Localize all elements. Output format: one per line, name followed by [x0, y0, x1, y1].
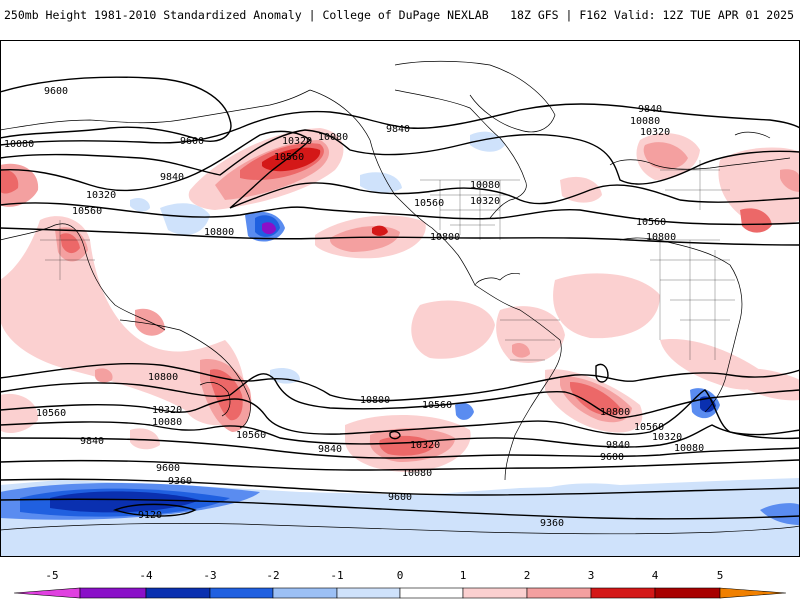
contour-label: 10080	[318, 132, 348, 143]
contour-label: 10800	[646, 232, 676, 243]
model-valid-time: 18Z GFS | F162 Valid: 12Z TUE APR 01 202…	[510, 8, 794, 22]
contour-label: 10320	[640, 127, 670, 138]
contour-label: 9600	[44, 86, 68, 97]
contour-label: 10080	[630, 116, 660, 127]
contour-label: 10080	[4, 139, 34, 150]
contour-label: 9840	[386, 124, 410, 135]
negative-anomaly-shading	[0, 131, 800, 557]
colorbar-tick: -1	[330, 569, 343, 582]
contour-label: 9600	[600, 452, 624, 463]
contour-label: 9600	[156, 463, 180, 474]
colorbar-tick: -2	[266, 569, 279, 582]
colorbar-bin	[526, 587, 592, 599]
contour-label: 10320	[152, 405, 182, 416]
contour-label: 10320	[470, 196, 500, 207]
colorbar-bin	[13, 587, 81, 599]
colorbar-bin	[399, 587, 464, 599]
contour-label: 10320	[282, 136, 312, 147]
contour-label: 10560	[72, 206, 102, 217]
colorbar-bin	[79, 587, 147, 599]
contour-label: 10320	[86, 190, 116, 201]
contour-label: 10800	[360, 395, 390, 406]
contour-label: 10560	[36, 408, 66, 419]
contour-label: 10800	[600, 407, 630, 418]
colorbar: -5 -4 -3 -2 -1 0 1 2 3 4 5	[13, 569, 787, 599]
colorbar-tick: -4	[139, 569, 153, 582]
world-map: 9600 9600 9840 9840 9840 10080 10080 100…	[0, 40, 800, 557]
colorbar-tick: 4	[652, 569, 659, 582]
colorbar-bin	[272, 587, 338, 599]
contour-label: 9840	[638, 104, 662, 115]
colorbar-tick: 3	[588, 569, 595, 582]
height-contours	[0, 76, 800, 520]
contour-label: 10080	[152, 417, 182, 428]
colorbar-tick: 1	[460, 569, 467, 582]
contour-label: 10560	[422, 400, 452, 411]
contour-label: 9600	[180, 136, 204, 147]
contour-label: 10320	[410, 440, 440, 451]
colorbar-tick-labels: -5 -4 -3 -2 -1 0 1 2 3 4 5	[45, 569, 723, 582]
contour-label: 10080	[402, 468, 432, 479]
colorbar-bins	[13, 587, 787, 599]
colorbar-tick: 2	[524, 569, 531, 582]
positive-anomaly-shading	[0, 128, 800, 472]
contour-label: 9840	[606, 440, 630, 451]
colorbar-bin	[462, 587, 528, 599]
contour-label: 10560	[236, 430, 266, 441]
colorbar-tick: -3	[203, 569, 216, 582]
contour-label: 9840	[318, 444, 342, 455]
header-bar: 250mb Height 1981-2010 Standardized Anom…	[0, 0, 800, 32]
contour-label: 9600	[388, 492, 412, 503]
contour-label: 10560	[634, 422, 664, 433]
contour-label: 10560	[414, 198, 444, 209]
contour-label: 9360	[540, 518, 564, 529]
colorbar-bin	[590, 587, 656, 599]
contour-labels: 9600 9600 9840 9840 9840 10080 10080 100…	[4, 86, 704, 529]
contour-label: 9840	[160, 172, 184, 183]
colorbar-tick: 5	[717, 569, 724, 582]
contour-label: 10800	[148, 372, 178, 383]
colorbar-bin	[654, 587, 721, 599]
colorbar-tick: -5	[45, 569, 58, 582]
colorbar-bin	[336, 587, 401, 599]
colorbar-tick: 0	[397, 569, 404, 582]
contour-label: 9120	[138, 510, 162, 521]
colorbar-bin	[719, 587, 787, 599]
contour-label: 9840	[80, 436, 104, 447]
map-title: 250mb Height 1981-2010 Standardized Anom…	[4, 8, 489, 22]
political-borders	[40, 160, 735, 361]
contour-label: 10560	[636, 217, 666, 228]
contour-label: 10800	[430, 232, 460, 243]
colorbar-bin	[209, 587, 274, 599]
contour-label: 9360	[168, 476, 192, 487]
contour-label: 10080	[674, 443, 704, 454]
contour-label: 10800	[204, 227, 234, 238]
contour-label: 10560	[274, 152, 304, 163]
contour-label: 10080	[470, 180, 500, 191]
coastlines	[0, 60, 800, 535]
colorbar-bin	[145, 587, 211, 599]
contour-label: 10320	[652, 432, 682, 443]
